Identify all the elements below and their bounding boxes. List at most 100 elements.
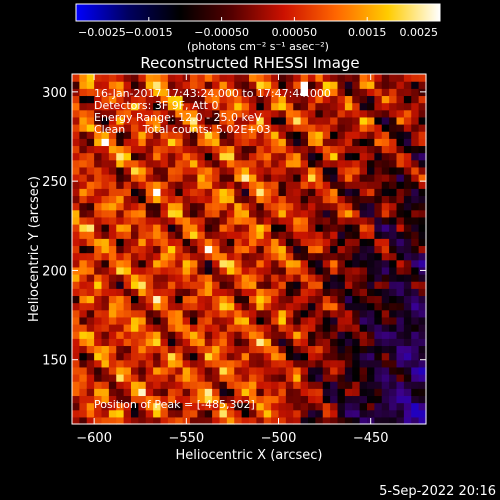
heatmap-cell bbox=[190, 266, 198, 275]
heatmap-cell bbox=[308, 274, 316, 282]
heatmap-cell bbox=[123, 402, 132, 411]
heatmap-cell bbox=[182, 174, 191, 182]
heatmap-cell bbox=[123, 102, 132, 111]
heatmap-cell bbox=[337, 224, 346, 232]
heatmap-cell bbox=[352, 381, 361, 389]
heatmap-cell bbox=[131, 388, 139, 397]
heatmap-cell bbox=[374, 224, 383, 232]
heatmap-cell bbox=[300, 209, 309, 218]
heatmap-cell bbox=[234, 109, 243, 118]
heatmap-cell bbox=[204, 409, 213, 418]
heatmap-cell bbox=[330, 224, 339, 232]
heatmap-cell bbox=[315, 152, 324, 161]
heatmap-cell bbox=[153, 74, 162, 82]
heatmap-cell bbox=[293, 274, 302, 282]
heatmap-cell bbox=[108, 409, 117, 418]
heatmap-cell bbox=[285, 95, 294, 104]
heatmap-cell bbox=[300, 138, 309, 147]
heatmap-cell bbox=[308, 366, 316, 375]
heatmap-cell bbox=[411, 109, 420, 118]
heatmap-cell bbox=[278, 209, 287, 218]
heatmap-cell bbox=[411, 345, 420, 354]
heatmap-cell bbox=[197, 416, 206, 425]
heatmap-cell bbox=[249, 216, 257, 225]
heatmap-cell bbox=[322, 416, 331, 425]
heatmap-cell bbox=[381, 216, 390, 225]
heatmap-cell bbox=[300, 216, 309, 225]
heatmap-cell bbox=[271, 388, 280, 397]
heatmap-cell bbox=[226, 416, 235, 425]
heatmap-cell bbox=[204, 395, 213, 404]
heatmap-cell bbox=[226, 295, 235, 304]
heatmap-cell bbox=[86, 266, 95, 275]
heatmap-cell bbox=[145, 252, 154, 261]
heatmap-cell bbox=[204, 288, 213, 297]
heatmap-cell bbox=[249, 245, 257, 254]
colorbar-ticks: −0.0025 −0.0015 −0.00050 0.00050 0.0015 0.002… bbox=[75, 17, 441, 39]
heatmap-cell bbox=[145, 302, 154, 311]
heatmap-cell bbox=[285, 388, 294, 397]
heatmap-cell bbox=[396, 381, 405, 389]
heatmap-cell bbox=[241, 224, 250, 232]
heatmap-cell bbox=[278, 359, 287, 368]
heatmap-cell bbox=[167, 166, 176, 175]
heatmap-cell bbox=[315, 131, 324, 139]
heatmap-cell bbox=[381, 381, 390, 389]
heatmap-cell bbox=[160, 302, 169, 311]
heatmap-cell bbox=[315, 95, 324, 104]
heatmap-cell bbox=[197, 159, 206, 168]
heatmap-cell bbox=[234, 102, 243, 111]
heatmap-cell bbox=[418, 102, 427, 111]
heatmap-cell bbox=[396, 209, 405, 218]
heatmap-cell bbox=[256, 324, 265, 332]
heatmap-cell bbox=[212, 131, 221, 139]
heatmap-cell bbox=[204, 402, 213, 411]
heatmap-cell bbox=[234, 302, 243, 311]
heatmap-cell bbox=[219, 266, 228, 275]
heatmap-cell bbox=[182, 409, 191, 418]
heatmap-cell bbox=[344, 116, 353, 125]
heatmap-cell bbox=[138, 302, 147, 311]
heatmap-cell bbox=[411, 238, 420, 247]
heatmap-cell bbox=[359, 188, 368, 197]
heatmap-cell bbox=[330, 166, 339, 175]
heatmap-cell bbox=[285, 231, 294, 239]
heatmap-cell bbox=[271, 88, 280, 97]
heatmap-cell bbox=[116, 402, 125, 411]
heatmap-cell bbox=[131, 102, 139, 111]
heatmap-cell bbox=[367, 131, 375, 139]
heatmap-cell bbox=[403, 238, 412, 247]
heatmap-cell bbox=[418, 416, 427, 425]
heatmap-cell bbox=[278, 181, 287, 189]
heatmap-cell bbox=[418, 131, 427, 139]
heatmap-cell bbox=[278, 74, 287, 82]
heatmap-cell bbox=[145, 102, 154, 111]
heatmap-cell bbox=[190, 352, 198, 361]
heatmap-cell bbox=[249, 388, 257, 397]
heatmap-cell bbox=[374, 374, 383, 382]
heatmap-cell bbox=[160, 288, 169, 297]
heatmap-cell bbox=[145, 195, 154, 204]
heatmap-cell bbox=[219, 216, 228, 225]
heatmap-cell bbox=[167, 81, 176, 89]
heatmap-cell bbox=[94, 366, 103, 375]
heatmap-cell bbox=[212, 224, 221, 232]
heatmap-cell bbox=[293, 359, 302, 368]
heatmap-cell bbox=[123, 331, 132, 339]
heatmap-cell bbox=[79, 245, 88, 254]
heatmap-cell bbox=[72, 109, 80, 118]
heatmap-cell bbox=[396, 288, 405, 297]
heatmap-cell bbox=[337, 302, 346, 311]
heatmap-cell bbox=[344, 359, 353, 368]
heatmap-cell bbox=[367, 366, 375, 375]
heatmap-cell bbox=[234, 366, 243, 375]
heatmap-cell bbox=[167, 416, 176, 425]
heatmap-cell bbox=[403, 166, 412, 175]
heatmap-cell bbox=[175, 309, 184, 318]
heatmap-cell bbox=[315, 338, 324, 347]
heatmap-cell bbox=[219, 359, 228, 368]
heatmap-cell bbox=[182, 245, 191, 254]
heatmap-cell bbox=[411, 302, 420, 311]
heatmap-cell bbox=[204, 316, 213, 325]
heatmap-cell bbox=[389, 124, 398, 132]
